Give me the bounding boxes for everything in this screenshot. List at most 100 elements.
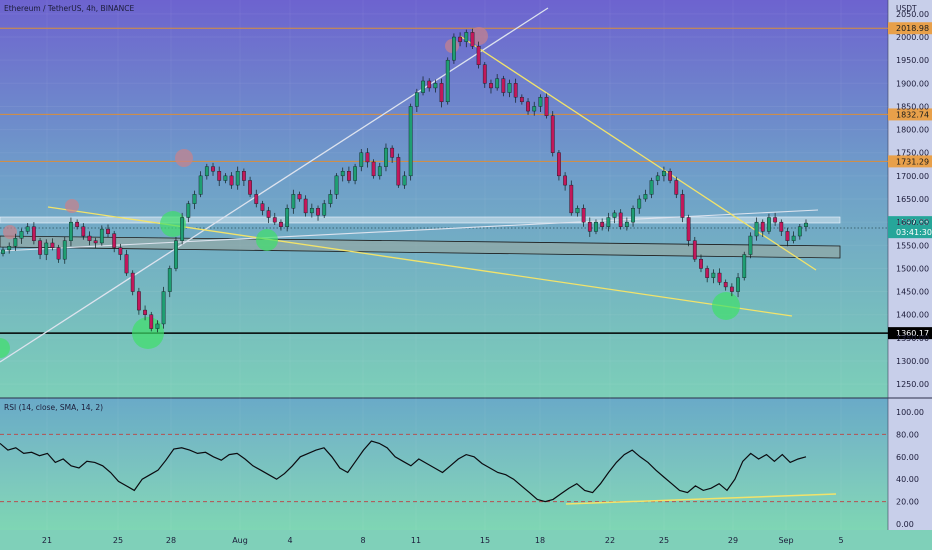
candle-body <box>161 291 166 325</box>
candle-body <box>711 272 716 278</box>
low-marker-circle <box>132 317 164 349</box>
candle-body <box>421 80 425 93</box>
candle-body <box>62 240 67 260</box>
candle-body <box>204 166 209 177</box>
x-tick-label: 11 <box>411 536 421 545</box>
rsi-tick-label: 80.00 <box>896 430 919 439</box>
x-tick-label: 29 <box>728 536 738 545</box>
candle-body <box>167 268 172 292</box>
low-marker-circle <box>256 229 278 251</box>
candle-body <box>692 240 697 260</box>
candle-body <box>662 171 666 177</box>
candle-body <box>155 323 160 329</box>
candle-body <box>612 212 617 218</box>
candle-body <box>186 203 191 218</box>
y-tick-label: 1800.00 <box>896 126 929 135</box>
candle-body <box>149 314 154 329</box>
candle-body <box>69 221 73 241</box>
candle-body <box>519 96 524 103</box>
y-tick-label: 1700.00 <box>896 172 929 181</box>
candle-body <box>365 152 370 163</box>
candle-body <box>309 208 314 214</box>
candle-body <box>458 36 462 42</box>
candle-body <box>242 171 246 181</box>
y-tick-label: 1950.00 <box>896 56 929 65</box>
candle-body <box>402 175 407 186</box>
candle-body <box>779 221 784 232</box>
x-tick-label: 25 <box>659 536 669 545</box>
candle-body <box>396 157 401 186</box>
candle-body <box>773 217 778 223</box>
level-label-box <box>888 22 932 35</box>
level-label-box <box>888 327 932 340</box>
candle-body <box>594 221 598 232</box>
candle-body <box>760 221 765 232</box>
candles <box>1 28 808 333</box>
candle-body <box>414 92 419 107</box>
candle-body <box>13 238 18 247</box>
candle-body <box>87 235 92 241</box>
candle-body <box>470 32 475 47</box>
candle-body <box>377 166 382 177</box>
candle-body <box>569 184 574 214</box>
candle-body <box>248 180 252 195</box>
y-tick-label: 1250.00 <box>896 380 929 389</box>
candle-body <box>56 247 61 260</box>
candle-body <box>476 46 481 65</box>
candle-body <box>600 221 605 227</box>
candle-body <box>322 203 327 216</box>
x-tick-label: Sep <box>778 536 793 545</box>
candle-body <box>112 233 117 248</box>
y-tick-label: 1850.00 <box>896 102 929 111</box>
y-tick-label: 1650.00 <box>896 195 929 204</box>
rsi-pane-background <box>0 398 888 530</box>
level-label: 1360.17 <box>896 329 929 338</box>
candle-body <box>482 64 487 84</box>
rsi-tick-label: 60.00 <box>896 453 919 462</box>
candle-body <box>637 198 642 209</box>
drawing-annotations <box>0 7 888 363</box>
rsi-divergence-line <box>565 493 837 505</box>
y-tick-label: 1400.00 <box>896 311 929 320</box>
candle-body <box>723 282 728 288</box>
candle-body <box>464 32 469 42</box>
candle-body <box>303 198 308 214</box>
candle-body <box>452 36 456 61</box>
x-tick-label: Aug <box>232 536 248 545</box>
candle-body <box>513 83 518 98</box>
candle-body <box>19 231 24 239</box>
rsi-title: RSI (14, close, SMA, 14, 2) <box>4 403 103 412</box>
candle-body <box>266 210 271 218</box>
x-tick-label: 25 <box>113 536 123 545</box>
candle-body <box>7 246 12 251</box>
candle-body <box>526 101 530 112</box>
y-tick-label: 2000.00 <box>896 33 929 42</box>
rsi-tick-label: 0.00 <box>896 520 914 529</box>
candle-body <box>489 83 493 89</box>
candle-body <box>328 194 333 204</box>
candle-body <box>316 208 320 216</box>
candle-body <box>334 175 339 195</box>
candle-body <box>767 217 771 232</box>
current-price-label: 1597.83 <box>896 218 929 227</box>
rsi-band-fill <box>0 434 888 502</box>
currency-label: USDT <box>896 4 917 13</box>
level-label-box <box>888 108 932 121</box>
time-axis-background <box>0 530 932 550</box>
candle-body <box>748 235 753 255</box>
y-tick-label: 1500.00 <box>896 264 929 273</box>
candle-body <box>507 83 512 93</box>
rising-trendline-white <box>0 7 549 363</box>
candle-body <box>1 249 5 254</box>
candle-body <box>174 240 178 269</box>
x-tick-label: 28 <box>166 536 176 545</box>
candle-body <box>606 217 611 227</box>
candle-body <box>81 226 86 237</box>
candle-body <box>390 147 395 158</box>
candle-body <box>439 83 444 103</box>
low-marker-circle <box>160 211 186 237</box>
candle-body <box>124 254 129 274</box>
candle-body <box>754 221 759 237</box>
candle-body <box>495 78 500 89</box>
